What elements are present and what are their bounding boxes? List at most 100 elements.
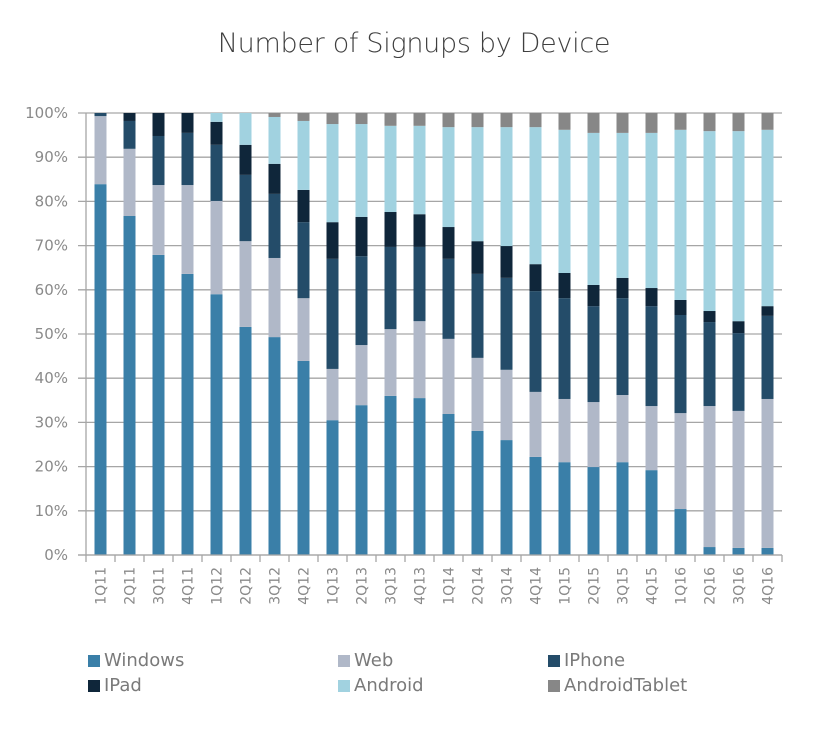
bar-android-4Q12 bbox=[297, 120, 310, 190]
bar-iphone-2Q13 bbox=[355, 256, 368, 346]
bar-windows-4Q16 bbox=[761, 547, 774, 555]
bar-androidtablet-1Q16 bbox=[674, 113, 687, 130]
y-tick-label: 0% bbox=[44, 546, 68, 564]
bar-android-4Q16 bbox=[761, 129, 774, 307]
legend-swatch bbox=[88, 654, 100, 667]
bar-ipad-1Q16 bbox=[674, 299, 687, 315]
bar-androidtablet-2Q14 bbox=[471, 113, 484, 128]
bar-stack-4Q14 bbox=[529, 113, 542, 555]
x-axis: 1Q11 2Q11 3Q11 4Q11 1Q12 2Q12 3Q12 4Q12 1Q13 2Q13… bbox=[78, 554, 783, 605]
legend-item-web: Web bbox=[338, 650, 548, 671]
bar-web-4Q11 bbox=[181, 185, 194, 274]
bar-windows-1Q16 bbox=[674, 509, 687, 555]
bar-androidtablet-1Q15 bbox=[558, 113, 571, 130]
bar-windows-3Q13 bbox=[384, 395, 397, 555]
bar-iphone-3Q16 bbox=[732, 333, 745, 411]
bar-web-2Q13 bbox=[355, 345, 368, 406]
bar-stack-1Q15 bbox=[558, 113, 571, 555]
y-tick-label: 80% bbox=[35, 192, 68, 210]
bar-windows-2Q16 bbox=[703, 547, 716, 555]
bar-android-1Q13 bbox=[326, 124, 339, 223]
x-tick-label: 4Q16 bbox=[761, 567, 777, 605]
bar-windows-3Q14 bbox=[500, 440, 513, 555]
bar-stack-1Q16 bbox=[674, 113, 687, 555]
bar-web-4Q14 bbox=[529, 391, 542, 457]
bar-iphone-4Q16 bbox=[761, 315, 774, 399]
x-tick-label: 1Q15 bbox=[558, 567, 574, 605]
legend-item-iphone: IPhone bbox=[548, 650, 768, 671]
bar-ipad-2Q16 bbox=[703, 311, 716, 323]
bar-web-1Q12 bbox=[210, 200, 223, 295]
bar-androidtablet-4Q13 bbox=[413, 113, 426, 126]
bar-android-3Q13 bbox=[384, 125, 397, 213]
bar-android-1Q15 bbox=[558, 129, 571, 274]
bar-web-4Q13 bbox=[413, 321, 426, 399]
bar-ipad-1Q13 bbox=[326, 222, 339, 259]
bar-windows-4Q15 bbox=[645, 470, 658, 555]
bar-ipad-4Q14 bbox=[529, 264, 542, 292]
bar-windows-1Q13 bbox=[326, 420, 339, 555]
y-tick-label: 40% bbox=[35, 369, 68, 387]
bar-stack-3Q16 bbox=[732, 113, 745, 555]
y-tick-label: 10% bbox=[35, 502, 68, 520]
x-tick-label: 3Q14 bbox=[500, 567, 516, 605]
bar-android-4Q14 bbox=[529, 127, 542, 265]
bar-iphone-1Q11 bbox=[94, 113, 107, 117]
bar-iphone-2Q14 bbox=[471, 273, 484, 358]
bar-web-1Q14 bbox=[442, 338, 455, 415]
bar-windows-1Q15 bbox=[558, 462, 571, 555]
bar-web-2Q11 bbox=[123, 148, 136, 216]
legend-label: AndroidTablet bbox=[564, 675, 688, 696]
bar-androidtablet-2Q15 bbox=[587, 113, 600, 133]
bar-ipad-3Q15 bbox=[616, 277, 629, 299]
bar-windows-3Q15 bbox=[616, 462, 629, 555]
bar-stack-2Q16 bbox=[703, 113, 716, 555]
bar-stack-4Q12 bbox=[297, 113, 310, 555]
legend-swatch bbox=[338, 654, 350, 667]
bar-ipad-2Q15 bbox=[587, 284, 600, 307]
bar-android-1Q16 bbox=[674, 129, 687, 300]
bar-iphone-4Q13 bbox=[413, 246, 426, 322]
bar-windows-2Q13 bbox=[355, 405, 368, 555]
bar-windows-1Q11 bbox=[94, 184, 107, 556]
x-tick-label: 3Q13 bbox=[384, 567, 400, 605]
x-tick-label: 4Q13 bbox=[413, 567, 429, 605]
bar-androidtablet-3Q14 bbox=[500, 113, 513, 128]
bar-ipad-2Q14 bbox=[471, 241, 484, 274]
bar-stack-3Q12 bbox=[268, 113, 281, 555]
legend-swatch bbox=[338, 679, 350, 692]
x-tick-label: 4Q15 bbox=[645, 567, 661, 605]
bar-windows-4Q12 bbox=[297, 360, 310, 555]
bar-androidtablet-4Q12 bbox=[297, 113, 310, 121]
x-tick-label: 1Q11 bbox=[94, 567, 110, 605]
bar-web-1Q16 bbox=[674, 413, 687, 510]
bar-web-2Q15 bbox=[587, 402, 600, 468]
bar-stack-4Q15 bbox=[645, 113, 658, 555]
bar-iphone-3Q15 bbox=[616, 298, 629, 395]
bar-web-3Q14 bbox=[500, 369, 513, 441]
bar-android-3Q14 bbox=[500, 127, 513, 247]
legend-label: Android bbox=[354, 675, 424, 696]
bar-android-1Q12 bbox=[210, 113, 223, 122]
bar-ipad-1Q15 bbox=[558, 273, 571, 299]
bar-ipad-1Q12 bbox=[210, 121, 223, 145]
bar-iphone-3Q14 bbox=[500, 277, 513, 370]
bar-windows-2Q12 bbox=[239, 326, 252, 555]
bar-iphone-4Q15 bbox=[645, 306, 658, 407]
bar-stack-4Q16 bbox=[761, 113, 774, 555]
bar-androidtablet-2Q16 bbox=[703, 113, 716, 132]
bar-android-4Q13 bbox=[413, 125, 426, 215]
bar-web-3Q16 bbox=[732, 410, 745, 548]
bar-windows-4Q11 bbox=[181, 273, 194, 555]
bar-iphone-3Q11 bbox=[152, 135, 165, 186]
y-tick-label: 100% bbox=[25, 104, 68, 122]
bar-ipad-2Q12 bbox=[239, 144, 252, 175]
bar-iphone-2Q11 bbox=[123, 120, 136, 149]
bar-stack-3Q11 bbox=[152, 113, 165, 555]
y-tick-label: 70% bbox=[35, 237, 68, 255]
legend-item-windows: Windows bbox=[88, 650, 338, 671]
legend-label: Web bbox=[354, 650, 394, 671]
bar-ipad-4Q12 bbox=[297, 189, 310, 223]
bar-windows-4Q13 bbox=[413, 398, 426, 555]
x-tick-label: 1Q13 bbox=[326, 567, 342, 605]
